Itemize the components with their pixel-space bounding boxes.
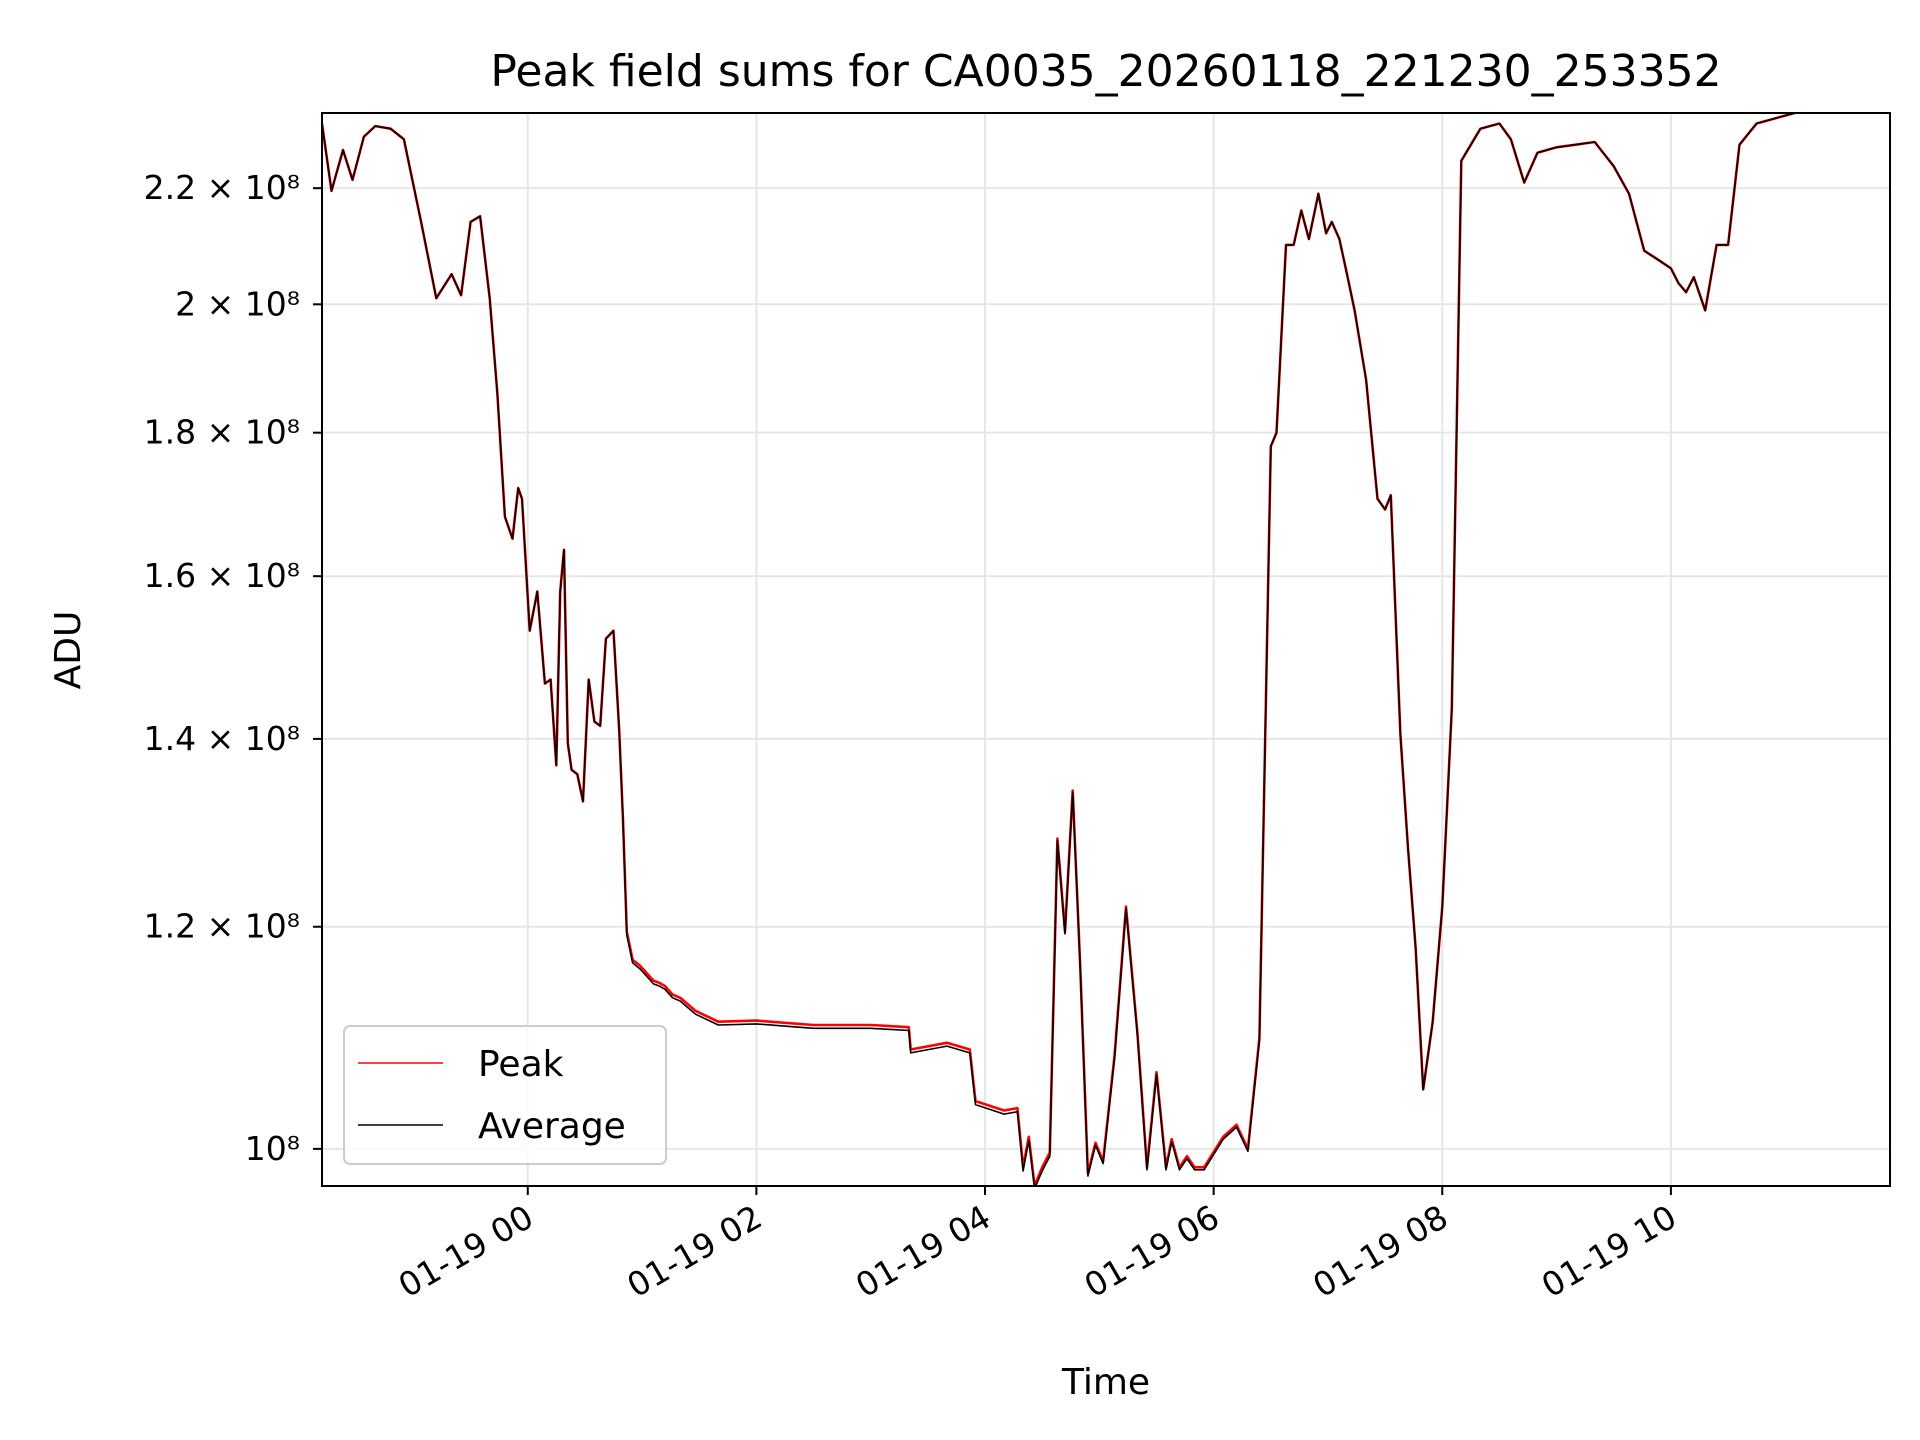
y-tick-label: 1.2 × 10⁸	[144, 907, 300, 946]
legend-box	[343, 1025, 667, 1165]
chart-title: Peak field sums for CA0035_20260118_2212…	[490, 46, 1721, 97]
y-axis: 10⁸ 1.2 × 10⁸ 1.4 × 10⁸ 1.6 × 10⁸ 1.8 × 10⁸ 2…	[144, 168, 322, 1168]
legend: Peak Average	[343, 1025, 667, 1165]
series-line-average	[322, 113, 1804, 1186]
y-axis-label: ADU	[48, 611, 89, 690]
legend-average-label: Average	[478, 1106, 626, 1147]
y-tick-label: 2 × 10⁸	[175, 284, 300, 323]
plot-area	[322, 113, 1810, 1186]
y-tick-label: 1.4 × 10⁸	[144, 719, 300, 758]
y-tick-label: 1.8 × 10⁸	[144, 413, 300, 452]
legend-peak-label: Peak	[478, 1044, 564, 1085]
grid	[322, 113, 1890, 1186]
x-axis-label: Time	[1061, 1362, 1150, 1403]
plot-frame	[321, 112, 1891, 1187]
y-tick-label: 2.2 × 10⁸	[144, 168, 300, 207]
y-tick-label: 10⁸	[245, 1129, 300, 1168]
y-tick-label: 1.6 × 10⁸	[144, 556, 300, 595]
